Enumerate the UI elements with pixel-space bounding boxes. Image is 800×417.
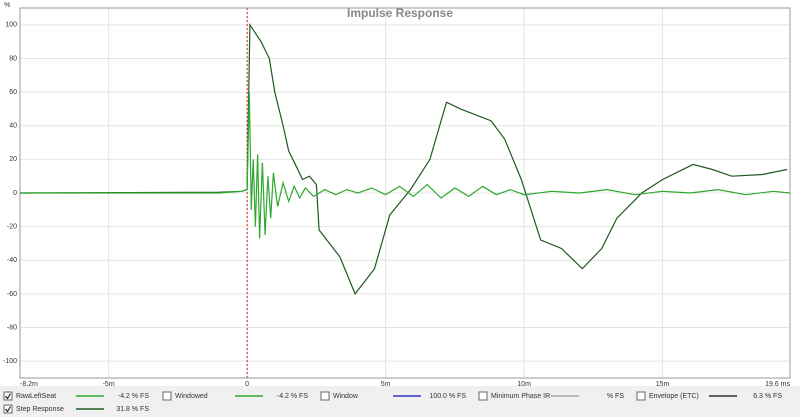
y-tick-label: 20	[9, 156, 17, 163]
trace-name: Minimum Phase IR	[491, 393, 550, 400]
y-tick-label: -20	[7, 223, 17, 230]
trace-name: RawLeftSeat	[16, 393, 56, 400]
x-tick-label: 19.6 ms	[765, 381, 790, 388]
trace-name: Step Response	[16, 406, 64, 413]
x-tick-label: -5m	[103, 381, 115, 388]
x-tick-label: -8.2m	[20, 381, 38, 388]
trace-name: Envelope (ETC)	[649, 393, 699, 400]
checkbox[interactable]	[320, 391, 330, 401]
checkbox[interactable]	[3, 391, 13, 401]
legend-panel	[0, 386, 800, 417]
checkbox[interactable]	[162, 391, 172, 401]
trace-reading: 6.3 % FS	[753, 393, 782, 400]
x-tick-label: 0	[245, 381, 249, 388]
series-line	[20, 92, 791, 239]
x-tick-label: 15m	[656, 381, 670, 388]
x-tick-label: 5m	[381, 381, 391, 388]
checkbox[interactable]	[636, 391, 646, 401]
y-tick-label: -60	[7, 291, 17, 298]
trace-reading: -4.2 % FS	[277, 393, 308, 400]
y-tick-label: -80	[7, 324, 17, 331]
y-tick-label: -40	[7, 257, 17, 264]
y-tick-label: 100	[5, 22, 17, 29]
checkbox[interactable]	[478, 391, 488, 401]
trace-reading: % FS	[607, 393, 624, 400]
trace-reading: -4.2 % FS	[118, 393, 149, 400]
y-tick-label: -100	[3, 358, 17, 365]
trace-reading: 31.8 % FS	[116, 406, 149, 413]
trace-reading: 100.0 % FS	[429, 393, 466, 400]
y-tick-label: 80	[9, 55, 17, 62]
chart-title: Impulse Response	[347, 6, 453, 20]
y-tick-label: 0	[13, 190, 17, 197]
trace-name: Windowed	[175, 393, 208, 400]
y-axis-label: %	[4, 2, 10, 9]
trace-name: Window	[333, 393, 359, 400]
y-tick-label: 60	[9, 89, 17, 96]
x-tick-label: 10m	[517, 381, 531, 388]
y-tick-label: 40	[9, 123, 17, 130]
checkmark	[5, 393, 12, 400]
checkbox[interactable]	[3, 404, 13, 414]
checkmark	[5, 406, 12, 413]
series-line	[19, 22, 788, 296]
